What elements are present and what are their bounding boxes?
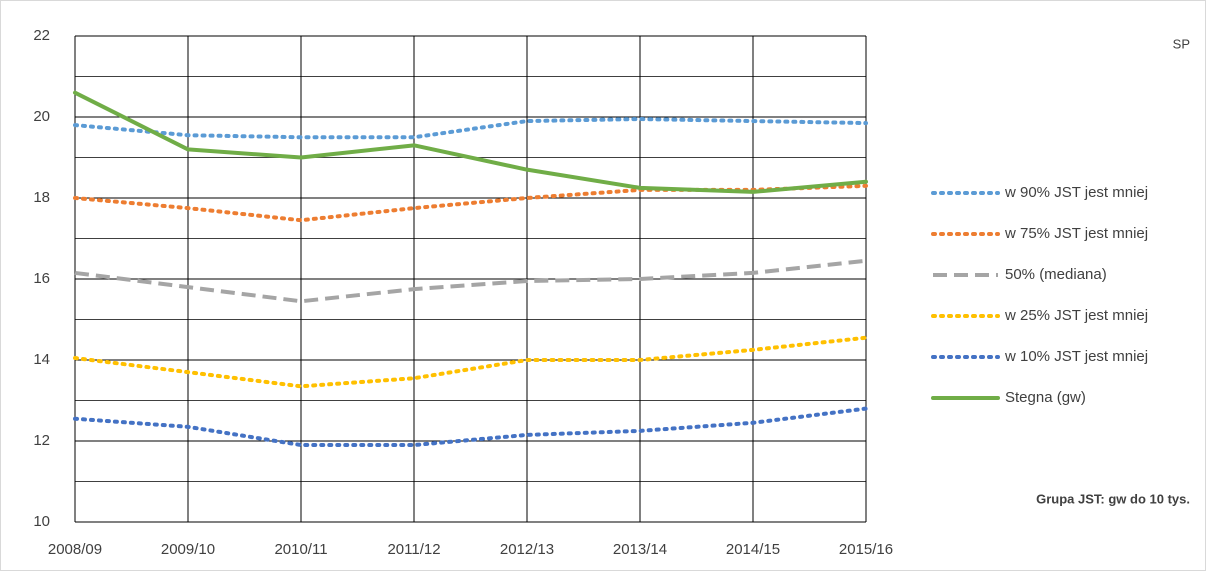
legend-label: w 25% JST jest mniej (1004, 307, 1148, 324)
y-tick-label: 12 (33, 432, 50, 449)
corner-note: SP (1173, 36, 1190, 51)
x-tick-label: 2015/16 (839, 541, 893, 558)
x-tick-label: 2010/11 (274, 541, 327, 558)
y-tick-label: 18 (33, 189, 50, 206)
y-tick-label: 14 (33, 351, 50, 368)
y-tick-label: 10 (33, 513, 50, 530)
x-tick-label: 2009/10 (161, 541, 215, 558)
x-tick-label: 2011/12 (387, 541, 440, 558)
series-line (74, 258, 867, 304)
y-tick-label: 16 (33, 270, 50, 287)
group-note: Grupa JST: gw do 10 tys. (1036, 491, 1190, 506)
x-tick-label: 2012/13 (500, 541, 554, 558)
legend-label: Stegna (gw) (1005, 389, 1086, 406)
legend-label: 50% (mediana) (1005, 266, 1107, 283)
legend-label: w 10% JST jest mniej (1004, 348, 1148, 365)
x-tick-label: 2008/09 (48, 541, 102, 558)
series-line (73, 90, 868, 194)
legend-label: w 75% JST jest mniej (1004, 225, 1148, 242)
x-tick-label: 2014/15 (726, 541, 780, 558)
x-tick-label: 2013/14 (613, 541, 667, 558)
series-line (73, 335, 868, 389)
y-tick-label: 22 (33, 27, 50, 44)
y-tick-label: 20 (33, 108, 50, 125)
legend-label: w 90% JST jest mniej (1004, 184, 1148, 201)
